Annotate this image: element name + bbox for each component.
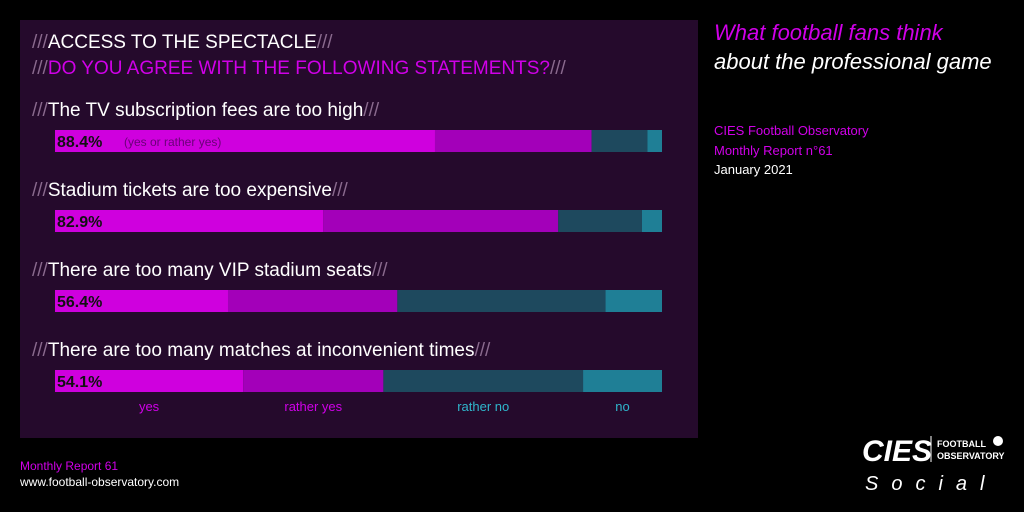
title-text: ACCESS TO THE SPECTACLE — [48, 32, 317, 53]
date: January 2021 — [714, 162, 793, 177]
bar-segment — [583, 370, 662, 392]
separator: /// — [32, 340, 49, 361]
headline: What football fans think — [714, 20, 944, 45]
question-text: There are too many matches at inconvenie… — [48, 340, 475, 361]
total-label: 54.1% — [57, 374, 102, 391]
source: CIES Football Observatory — [714, 123, 869, 138]
title: ///ACCESS TO THE SPECTACLE/// — [32, 32, 333, 53]
bar-segment — [227, 290, 398, 312]
separator: /// — [363, 100, 380, 121]
bar-segment — [434, 130, 592, 152]
separator: /// — [332, 180, 349, 201]
bar-segment — [605, 290, 662, 312]
logo-tagline: Social — [865, 473, 997, 495]
bar-segment — [55, 290, 228, 312]
question: ///Stadium tickets are too expensive/// — [32, 180, 348, 201]
bar-segment — [55, 210, 324, 232]
logo-label: FOOTBALL — [937, 439, 986, 449]
report: Monthly Report n°61 — [714, 143, 833, 158]
footer-url: www.football-observatory.com — [19, 475, 179, 489]
bar-segment — [383, 370, 584, 392]
bar-segment — [558, 210, 642, 232]
legend-label: rather no — [457, 399, 509, 414]
headline: about the professional game — [714, 49, 992, 74]
separator: /// — [32, 58, 49, 79]
separator: /// — [32, 100, 49, 121]
total-label: 82.9% — [57, 214, 102, 231]
bar-segment — [323, 210, 559, 232]
question: ///There are too many matches at inconve… — [32, 340, 491, 361]
total-label: 88.4% — [57, 134, 102, 151]
legend-label: rather yes — [284, 399, 342, 414]
separator: /// — [32, 260, 49, 281]
question: ///The TV subscription fees are too high… — [32, 100, 380, 121]
bar-segment — [243, 370, 384, 392]
bar-segment — [397, 290, 606, 312]
question-text: The TV subscription fees are too high — [48, 100, 363, 121]
bar-segment — [647, 130, 662, 152]
subtitle: ///DO YOU AGREE WITH THE FOLLOWING STATE… — [32, 58, 567, 79]
separator: /// — [32, 180, 49, 201]
separator: /// — [32, 32, 49, 53]
logo-ball — [993, 436, 1003, 446]
separator: /// — [475, 340, 492, 361]
bar-segment — [641, 210, 662, 232]
separator: /// — [317, 32, 334, 53]
annotation: (yes or rather yes) — [124, 135, 221, 149]
total-label: 56.4% — [57, 294, 102, 311]
bar-segment — [55, 130, 435, 152]
legend-label: yes — [139, 399, 160, 414]
logo-label: OBSERVATORY — [937, 451, 1005, 461]
legend-label: no — [615, 399, 629, 414]
bar-segment — [591, 130, 648, 152]
subtitle-text: DO YOU AGREE WITH THE FOLLOWING STATEMEN… — [48, 58, 550, 79]
logo-name: CIES — [862, 435, 932, 468]
footer-report: Monthly Report 61 — [20, 459, 118, 473]
question: ///There are too many VIP stadium seats/… — [32, 260, 388, 281]
question-text: Stadium tickets are too expensive — [48, 180, 332, 201]
bar-segment — [55, 370, 244, 392]
separator: /// — [372, 260, 389, 281]
question-text: There are too many VIP stadium seats — [48, 260, 372, 281]
separator: /// — [550, 58, 567, 79]
